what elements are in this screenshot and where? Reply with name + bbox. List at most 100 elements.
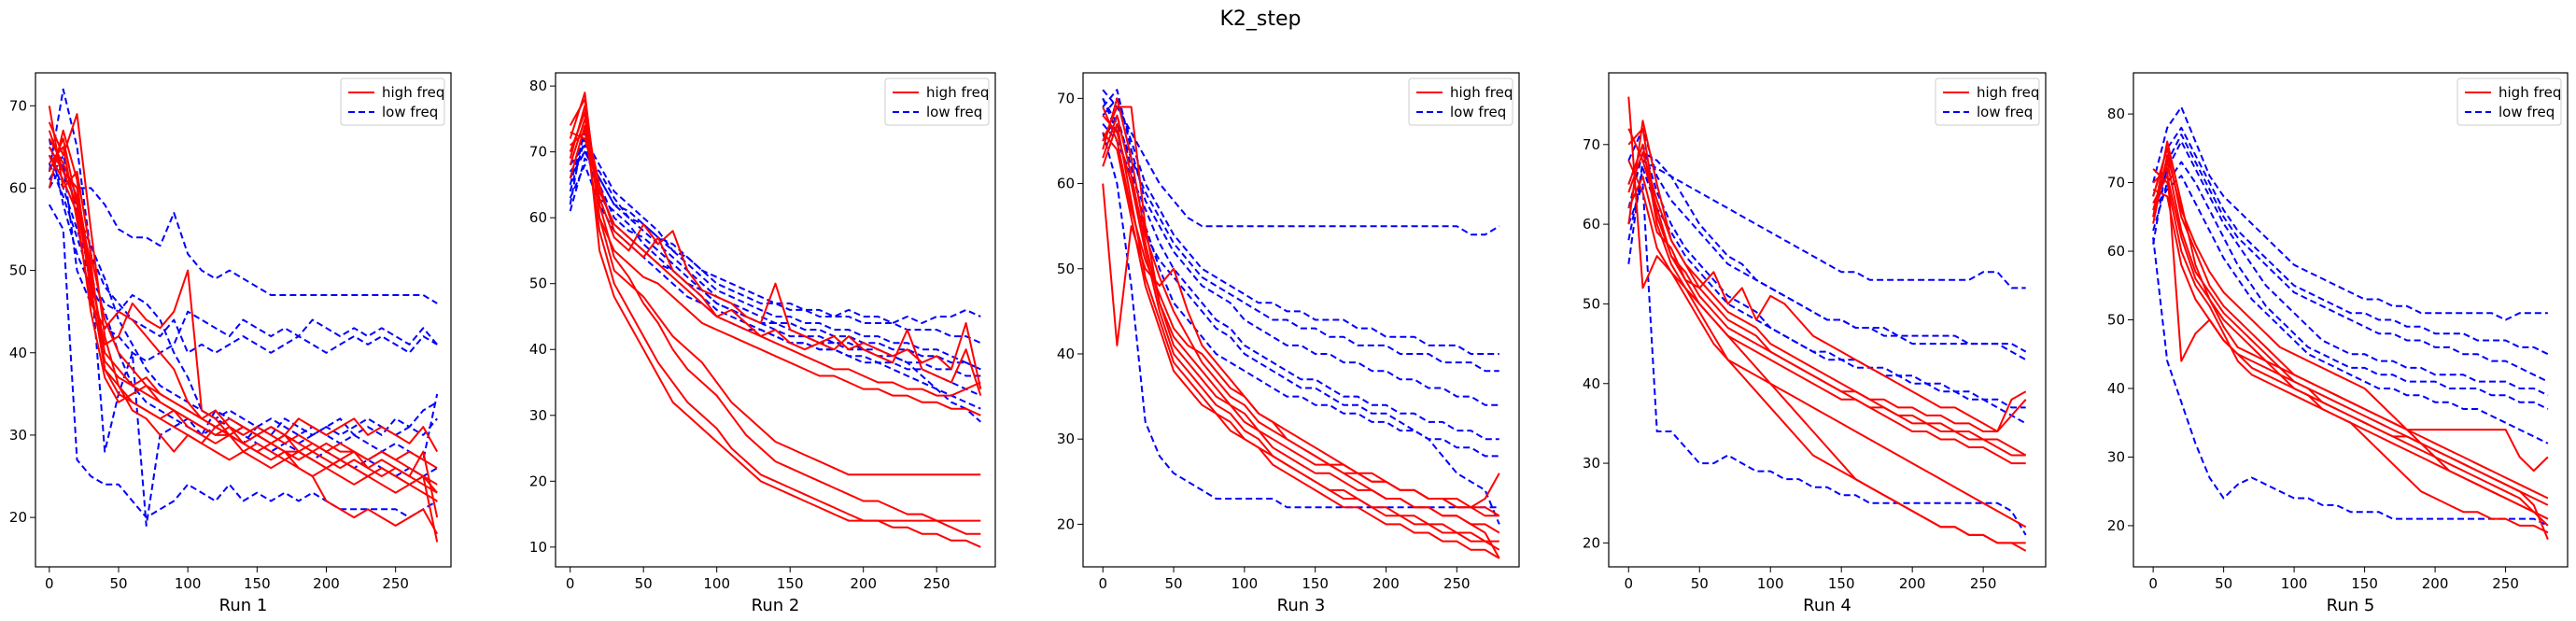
legend-low-label: low freq — [1977, 104, 2033, 120]
low-freq-series-1 — [569, 137, 981, 324]
low-freq-series-1 — [1627, 159, 2026, 289]
series-lines — [1627, 96, 2027, 552]
axes-frame — [1608, 72, 2047, 568]
subplot-run-3: 0 50 100 150 200 250 20 30 40 50 60 70 Run 3 high fre… — [1057, 72, 1520, 615]
y-tick-label: 20 — [9, 509, 27, 526]
x-tick-label: 200 — [1372, 575, 1400, 592]
x-tick-label: 250 — [1443, 575, 1471, 592]
y-tick-label: 50 — [2107, 312, 2125, 329]
series-lines — [569, 92, 982, 548]
legend-high-label: high freq — [382, 84, 444, 101]
y-tick-label: 30 — [2107, 448, 2125, 465]
legend: high freq low freq — [1408, 78, 1513, 126]
legend-box — [340, 78, 445, 126]
y-tick-label: 20 — [1057, 515, 1075, 532]
y-tick-label: 50 — [9, 262, 27, 279]
low-freq-series-3 — [1102, 132, 1499, 509]
legend: high freq low freq — [884, 78, 990, 126]
low-freq-series-7 — [2152, 134, 2549, 383]
low-freq-series-2 — [569, 150, 981, 371]
low-freq-series-8 — [569, 150, 981, 345]
low-freq-series-4 — [2152, 140, 2549, 397]
y-tick-label: 40 — [529, 341, 547, 358]
x-tick-label: 0 — [45, 575, 54, 592]
x-tick-label: 50 — [2215, 575, 2232, 592]
high-freq-series-9 — [48, 130, 438, 494]
x-tick-label: 200 — [2422, 575, 2449, 592]
y-tick-label: 60 — [529, 209, 547, 226]
low-freq-series-1 — [1102, 89, 1500, 236]
low-freq-series-5 — [1627, 127, 2027, 361]
low-freq-series-2 — [2152, 126, 2549, 356]
low-freq-series-8 — [1102, 98, 1500, 525]
x-tick-label: 250 — [2492, 575, 2519, 592]
y-tick-label: 40 — [2107, 380, 2125, 397]
y-tick-label: 70 — [1583, 136, 1600, 153]
x-tick-label: 150 — [777, 575, 804, 592]
low-freq-series-4 — [569, 144, 981, 397]
x-axis-label: Run 1 — [219, 596, 268, 615]
y-tick-label: 50 — [1583, 295, 1600, 312]
subplot-run-5: 0 50 100 150 200 250 20 30 40 50 60 70 80 Run 5 high f… — [2107, 72, 2569, 615]
legend-low-label: low freq — [1450, 104, 1506, 120]
legend-high-label: high freq — [1977, 84, 2039, 101]
high-freq-series-5 — [569, 118, 982, 389]
y-tick-label: 10 — [529, 539, 547, 556]
low-freq-series-4 — [1627, 143, 2027, 425]
high-freq-series-8 — [49, 146, 439, 535]
y-tick-label: 20 — [1583, 534, 1600, 551]
x-tick-label: 100 — [1232, 575, 1259, 592]
y-tick-label: 30 — [1057, 430, 1075, 447]
legend-high-label: high freq — [926, 84, 989, 101]
legend-low-label: low freq — [382, 104, 438, 120]
legend-box — [884, 78, 990, 126]
legend-low-label: low freq — [926, 104, 982, 120]
y-tick-label: 70 — [9, 97, 27, 114]
y-tick-label: 70 — [2107, 175, 2125, 191]
legend: high freq low freq — [2456, 78, 2562, 126]
high-freq-series-5 — [1102, 122, 1499, 543]
high-freq-series-8 — [2152, 175, 2549, 520]
x-axis-label: Run 2 — [752, 596, 800, 615]
y-tick-label: 20 — [2107, 517, 2125, 534]
y-tick-label: 70 — [1057, 90, 1075, 106]
y-tick-label: 40 — [9, 345, 27, 361]
subplot-run-2: 0 50 100 150 200 250 10 20 30 40 50 60 70 80 Run 2 high… — [529, 72, 996, 615]
x-axis-label: Run 5 — [2327, 596, 2375, 615]
x-tick-label: 50 — [635, 575, 653, 592]
axes-frame — [35, 72, 452, 568]
y-tick-label: 50 — [1057, 261, 1075, 277]
x-tick-label: 150 — [244, 575, 271, 592]
y-tick-label: 60 — [1583, 216, 1600, 233]
high-freq-series-4 — [48, 106, 439, 518]
legend-box — [1935, 78, 2040, 126]
subplot-run-4: 0 50 100 150 200 250 20 30 40 50 60 70 Run 4 high fre… — [1583, 72, 2047, 615]
legend: high freq low freq — [1935, 78, 2040, 126]
high-freq-series-1 — [1627, 96, 2027, 457]
x-tick-label: 150 — [2351, 575, 2378, 592]
x-tick-label: 50 — [1164, 575, 1182, 592]
high-freq-series-2 — [569, 111, 981, 522]
high-freq-series-6 — [1627, 175, 2027, 432]
legend-box — [2456, 78, 2562, 126]
high-freq-series-8 — [1627, 151, 2026, 457]
x-tick-label: 150 — [1828, 575, 1855, 592]
low-freq-series-5 — [569, 157, 981, 371]
series-lines — [48, 88, 439, 543]
low-freq-series-6 — [1627, 167, 2026, 409]
y-tick-label: 60 — [1057, 176, 1075, 192]
high-freq-series-1 — [48, 146, 438, 470]
high-freq-series-4 — [569, 98, 981, 535]
low-freq-series-6 — [2152, 175, 2549, 445]
high-freq-series-7 — [569, 105, 981, 416]
y-tick-label: 70 — [529, 144, 547, 161]
low-freq-series-5 — [2152, 161, 2549, 410]
high-freq-series-6 — [48, 138, 439, 453]
high-freq-series-7 — [1627, 127, 2027, 432]
low-freq-series-4 — [1102, 97, 1499, 373]
high-freq-series-6 — [1102, 132, 1500, 559]
x-tick-label: 0 — [2148, 575, 2158, 592]
low-freq-series-2 — [1627, 183, 2027, 536]
high-freq-series-4 — [2152, 168, 2549, 534]
